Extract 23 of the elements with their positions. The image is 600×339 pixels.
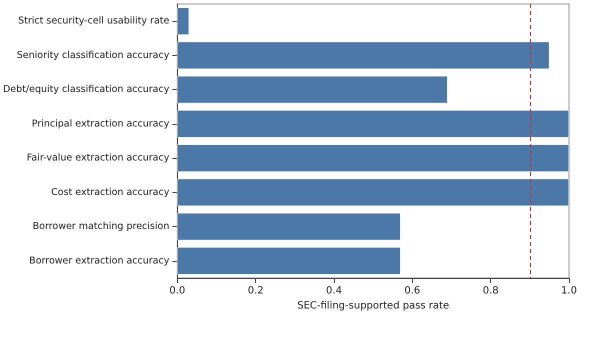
y-tick-label: Principal extraction accuracy [32,118,170,130]
y-tick-label: Borrower extraction accuracy [29,255,170,266]
x-tick-label: 0.8 [482,286,499,296]
y-tick-label: Cost extraction accuracy [51,186,170,198]
x-tick-label: 1.0 [561,286,577,296]
x-tick-label: 0.0 [169,286,186,296]
x-tick-label: 0.2 [248,286,264,296]
bar [177,178,569,206]
bar [177,247,401,275]
y-tick-label: Fair-value extraction accuracy [26,152,170,164]
bar [177,42,550,70]
x-tick-label: 0.6 [404,286,420,296]
x-tick-label: 0.4 [326,286,342,296]
bar [177,110,569,138]
x-axis-title: SEC-filing-supported pass rate [297,300,450,312]
y-tick-label: Debt/equity classification accuracy [2,84,170,96]
y-tick-label: Borrower matching precision [32,221,170,232]
y-tick-label: Seniority classification accuracy [16,50,170,61]
bar [177,7,190,35]
bar [177,76,448,104]
y-tick-label: Strict security-cell usability rate [18,16,170,27]
bar [177,212,401,240]
bar [177,144,569,172]
